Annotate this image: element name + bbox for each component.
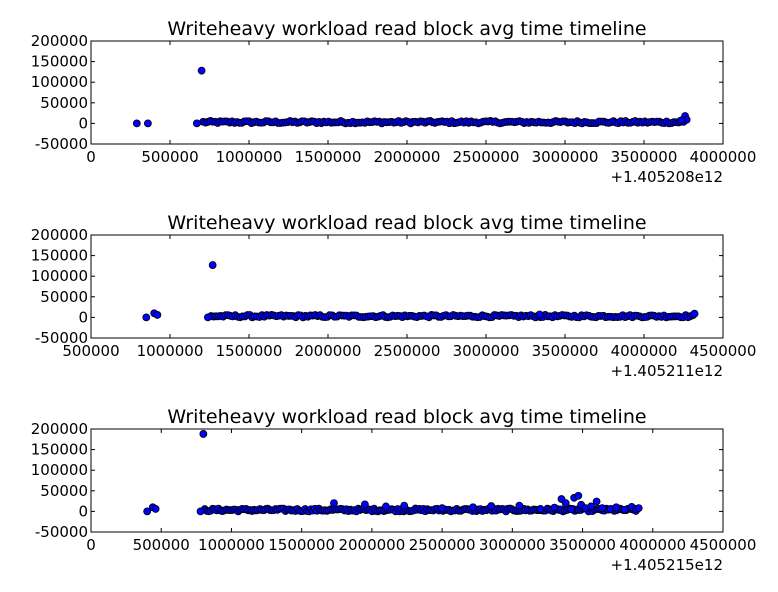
- scatter-point: [612, 503, 621, 512]
- y-tick-label: 150000: [31, 53, 88, 71]
- scatter-point: [199, 430, 208, 438]
- x-tick-label: 500000: [62, 342, 119, 360]
- y-tick-label: 150000: [31, 247, 88, 265]
- scatter-point: [536, 505, 545, 513]
- y-tick-label: -50000: [35, 523, 88, 541]
- scatter-point: [592, 497, 601, 506]
- x-tick-label: 3500000: [549, 536, 616, 554]
- scatter-point: [561, 499, 570, 508]
- y-tick-label: 200000: [31, 226, 88, 244]
- y-tick-label: 0: [78, 114, 88, 132]
- scatter-point: [132, 119, 141, 128]
- x-tick-label: 4500000: [690, 536, 757, 554]
- x-tick-label: 500000: [133, 536, 190, 554]
- x-tick-label: 3000000: [532, 148, 599, 166]
- chart-title: Writeheavy workload read block avg time …: [167, 18, 646, 40]
- scatter-point: [204, 313, 212, 322]
- y-tick-label: 100000: [31, 461, 88, 479]
- y-tick-label: 50000: [40, 94, 88, 112]
- scatter-point: [400, 501, 409, 510]
- scatter-point: [678, 116, 686, 125]
- scatter-point: [142, 313, 151, 322]
- scatter-point: [535, 310, 544, 319]
- data-points: [143, 430, 643, 516]
- x-tick-label: 4000000: [690, 148, 757, 166]
- scatter-point: [151, 505, 160, 513]
- x-tick-label: 4000000: [611, 342, 678, 360]
- axes-frame: [90, 428, 724, 533]
- subplot-2: Writeheavy workload read block avg time …: [31, 212, 757, 380]
- scatter-point: [469, 503, 477, 512]
- y-tick-label: 0: [78, 308, 88, 326]
- y-tick-label: 50000: [40, 288, 88, 306]
- y-tick-label: 100000: [31, 73, 88, 91]
- scatter-point: [360, 500, 369, 509]
- y-tick-label: 50000: [40, 482, 88, 500]
- scatter-point: [574, 491, 583, 500]
- subplot-3: Writeheavy workload read block avg time …: [31, 406, 757, 574]
- y-tick-label: 100000: [31, 267, 88, 285]
- x-tick-label: 0: [86, 536, 96, 554]
- scatter-point: [515, 501, 524, 510]
- scatter-point: [143, 119, 152, 128]
- x-offset-label: +1.405208e12: [611, 168, 723, 186]
- scatter-point: [382, 502, 390, 511]
- y-tick-label: 150000: [31, 441, 88, 459]
- x-tick-label: 2500000: [374, 342, 441, 360]
- x-tick-label: 2500000: [409, 536, 476, 554]
- axes-frame: [90, 40, 724, 145]
- scatter-point: [153, 311, 162, 319]
- x-tick-label: 2000000: [374, 148, 441, 166]
- scatter-point: [634, 504, 643, 513]
- scatter-point: [598, 504, 607, 513]
- x-tick-label: 1000000: [216, 148, 283, 166]
- x-tick-label: 1500000: [268, 536, 335, 554]
- x-tick-label: 1000000: [137, 342, 204, 360]
- scatter-point: [487, 502, 496, 510]
- scatter-point: [192, 119, 201, 128]
- chart-title: Writeheavy workload read block avg time …: [167, 406, 646, 428]
- x-tick-label: 2500000: [453, 148, 520, 166]
- y-tick-label: 200000: [31, 32, 88, 50]
- subplot-1: Writeheavy workload read block avg time …: [31, 18, 757, 186]
- x-offset-label: +1.405211e12: [611, 362, 723, 380]
- scatter-point: [567, 505, 576, 514]
- x-tick-label: 4000000: [619, 536, 686, 554]
- x-tick-label: 3500000: [532, 342, 599, 360]
- x-tick-label: 1000000: [198, 536, 265, 554]
- x-tick-label: 0: [86, 148, 96, 166]
- y-tick-label: -50000: [35, 329, 88, 347]
- scatter-point: [197, 66, 206, 75]
- scatter-point: [330, 499, 338, 508]
- scatter-point: [438, 504, 447, 513]
- x-tick-label: 4500000: [690, 342, 757, 360]
- x-tick-label: 1500000: [295, 148, 362, 166]
- data-points: [142, 261, 699, 322]
- scatter-point: [143, 507, 152, 516]
- scatter-point: [587, 502, 595, 511]
- axes-frame: [90, 234, 724, 339]
- x-tick-label: 3500000: [611, 148, 678, 166]
- scatter-point: [690, 309, 699, 318]
- x-tick-label: 3000000: [453, 342, 520, 360]
- data-points: [132, 66, 691, 128]
- chart-title: Writeheavy workload read block avg time …: [167, 212, 646, 234]
- x-offset-label: +1.405215e12: [611, 556, 723, 574]
- scatter-point: [620, 505, 629, 514]
- x-tick-label: 2000000: [338, 536, 405, 554]
- scatter-point: [550, 503, 559, 512]
- y-tick-label: -50000: [35, 135, 88, 153]
- x-tick-label: 1500000: [216, 342, 283, 360]
- scatter-point: [196, 507, 205, 516]
- x-tick-label: 500000: [141, 148, 198, 166]
- x-tick-label: 2000000: [295, 342, 362, 360]
- x-tick-label: 3000000: [479, 536, 546, 554]
- y-tick-label: 0: [78, 502, 88, 520]
- y-tick-label: 200000: [31, 420, 88, 438]
- scatter-point: [208, 261, 217, 269]
